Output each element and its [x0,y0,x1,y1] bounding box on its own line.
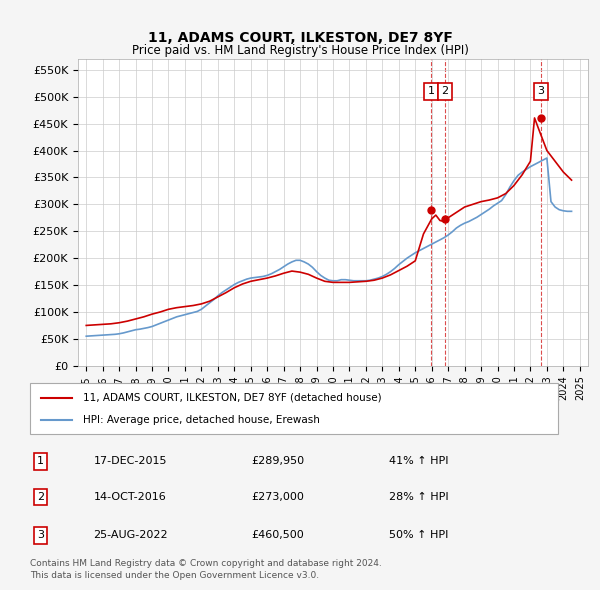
Text: 1: 1 [37,456,44,466]
FancyBboxPatch shape [30,384,558,434]
Text: This data is licensed under the Open Government Licence v3.0.: This data is licensed under the Open Gov… [30,571,319,580]
Text: 1: 1 [428,86,434,96]
Text: Price paid vs. HM Land Registry's House Price Index (HPI): Price paid vs. HM Land Registry's House … [131,44,469,57]
Text: 14-OCT-2016: 14-OCT-2016 [94,492,166,502]
Text: 11, ADAMS COURT, ILKESTON, DE7 8YF (detached house): 11, ADAMS COURT, ILKESTON, DE7 8YF (deta… [83,392,382,402]
Text: £289,950: £289,950 [252,456,305,466]
Text: £273,000: £273,000 [252,492,305,502]
Text: 2: 2 [441,86,448,96]
Text: HPI: Average price, detached house, Erewash: HPI: Average price, detached house, Erew… [83,415,320,425]
Text: 2: 2 [37,492,44,502]
Text: 3: 3 [538,86,545,96]
Text: 11, ADAMS COURT, ILKESTON, DE7 8YF: 11, ADAMS COURT, ILKESTON, DE7 8YF [148,31,452,45]
Text: 25-AUG-2022: 25-AUG-2022 [94,530,168,540]
Text: 17-DEC-2015: 17-DEC-2015 [94,456,167,466]
Text: £460,500: £460,500 [252,530,305,540]
Text: 3: 3 [37,530,44,540]
Text: Contains HM Land Registry data © Crown copyright and database right 2024.: Contains HM Land Registry data © Crown c… [30,559,382,568]
Text: 50% ↑ HPI: 50% ↑ HPI [389,530,448,540]
Text: 41% ↑ HPI: 41% ↑ HPI [389,456,449,466]
Text: 28% ↑ HPI: 28% ↑ HPI [389,492,449,502]
